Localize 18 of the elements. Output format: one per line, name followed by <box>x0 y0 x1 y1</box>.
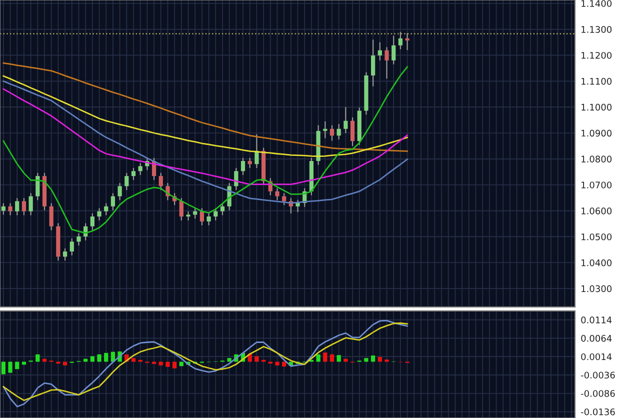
y-tick-label: 1.0400 <box>582 259 612 266</box>
y-tick-label: 0.0114 <box>581 316 612 324</box>
y-tick-label: 1.0500 <box>582 233 612 240</box>
y-tick-label: 1.0800 <box>582 156 612 162</box>
y-tick-label: 1.0300 <box>582 285 612 292</box>
y-tick-label: 1.1000 <box>582 104 612 111</box>
y-tick-label: 1.0700 <box>582 182 612 188</box>
y-tick-label: 1.1100 <box>582 78 612 85</box>
y-tick-label: -0.0036 <box>580 372 615 379</box>
y-tick-label: 1.0900 <box>582 130 612 137</box>
y-tick-label: 1.1400 <box>582 0 612 7</box>
y-tick-label: 0.0014 <box>581 353 612 360</box>
y-tick-label: 1.1200 <box>582 52 612 59</box>
y-tick-label: 1.1300 <box>582 26 612 33</box>
y-tick-label: -0.0086 <box>580 390 615 397</box>
y-tick-label: 1.0600 <box>582 208 612 214</box>
y-tick-label: -0.0136 <box>580 408 615 416</box>
y-tick-label: 0.0064 <box>581 334 612 342</box>
